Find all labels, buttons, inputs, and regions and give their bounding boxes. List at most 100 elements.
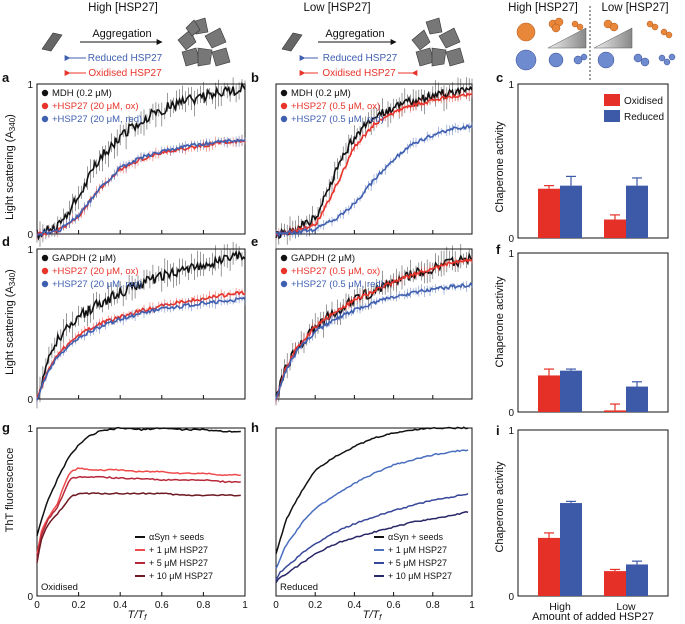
plot-frame	[275, 83, 473, 235]
bar	[604, 410, 626, 412]
x-tick-label: 1	[242, 600, 248, 611]
legend-marker	[280, 254, 288, 262]
legend-label: +HSP27 (0.5 μM, red)	[291, 114, 384, 125]
mid-title: Low [HSP27]	[303, 2, 370, 14]
gradient-wedge	[547, 27, 587, 49]
legend-label: GAPDH (2 μM)	[291, 253, 355, 264]
legend-label: αSyn + seeds	[388, 532, 443, 542]
legend-label: + 5 μM HSP27	[149, 558, 208, 568]
x-tick-label: 0.4	[113, 600, 127, 611]
ylabel-tht: ThT fluorescence	[4, 448, 16, 533]
series-line	[36, 81, 246, 241]
panel-letter: d	[2, 234, 10, 249]
reduced-label: Reduced HSP27	[323, 53, 398, 64]
bar	[538, 375, 560, 412]
aggregation-label: Aggregation	[325, 28, 384, 40]
oxidised-label: Oxidised HSP27	[88, 68, 162, 79]
ylabel-light-scattering-a: Light scattering (A340)	[4, 114, 17, 220]
header-mid: Low [HSP27] Aggregation Reduced HSP27 Ox…	[281, 2, 465, 79]
y-tick-label: 1	[27, 80, 33, 91]
legend-label: αSyn + seeds	[149, 532, 204, 542]
ylabel-chaperone-i: Chaperone activity	[494, 461, 506, 553]
legend-label: +HSP27 (20 μM, red)	[52, 279, 142, 290]
legend-swatch	[604, 94, 620, 106]
panel-letter: g	[2, 420, 10, 435]
bar	[604, 219, 626, 238]
legend-marker	[41, 254, 49, 262]
legend-label: GAPDH (2 μM)	[52, 253, 116, 264]
panel-b: b MDH (0.2 μM) +HSP27 (0.5 μM, ox) +HSP27 (…	[251, 70, 473, 250]
bar	[626, 185, 648, 238]
right-low-title: Low [HSP27]	[601, 2, 668, 14]
legend-label: +HSP27 (20 μM, red)	[52, 114, 142, 125]
gradient-wedge	[593, 27, 633, 49]
series-line	[275, 493, 469, 581]
bar	[626, 564, 648, 596]
legend-label: +HSP27 (20 μM, ox)	[52, 101, 139, 112]
legend-label: + 1 μM HSP27	[388, 545, 447, 555]
plot-frame	[36, 427, 246, 597]
legend-marker	[280, 115, 288, 123]
plot-frame	[275, 248, 473, 400]
axis-titles: Light scattering (A340) Light scattering…	[4, 114, 654, 623]
y-tick-label: 1	[27, 424, 33, 435]
legend-marker	[280, 89, 288, 97]
xlabel-tt-g: T/Tf	[128, 609, 148, 622]
legend-swatch	[604, 110, 620, 122]
legend-label: Oxidised	[624, 96, 663, 107]
ylabel-light-scattering-d: Light scattering (A340)	[4, 269, 17, 375]
bar	[538, 537, 560, 596]
panel-letter: i	[496, 423, 500, 438]
header-left: High [HSP27] Aggregation Reduced HSP27 O…	[41, 2, 231, 79]
legend-label: + 5 μM HSP27	[388, 558, 447, 568]
x-tick-label: 0.4	[347, 600, 361, 611]
legend-label: + 10 μM HSP27	[388, 571, 452, 581]
panel-letter: e	[251, 234, 258, 249]
series-line	[36, 290, 246, 398]
legend-label: MDH (0.2 μM)	[52, 88, 112, 99]
series-line	[36, 296, 246, 401]
series-line	[275, 449, 469, 570]
x-tick-label: 0.8	[196, 600, 210, 611]
x-category-label: Low	[616, 601, 636, 613]
bar	[538, 188, 560, 238]
panel-i: i 0 1 High Low	[496, 423, 669, 613]
legend-marker	[41, 89, 49, 97]
x-tick-label: 0	[273, 600, 279, 611]
series-line	[275, 281, 473, 400]
legend-marker	[280, 280, 288, 288]
series-line	[275, 92, 473, 236]
reduced-label: Reduced HSP27	[88, 53, 163, 64]
legend-label: +HSP27 (0.5 μM, ox)	[291, 266, 380, 277]
panel-h: h 0 0.2 0.4 0.6 0.8 1 αSyn + seeds + 1 μM HSP27 +…	[251, 420, 475, 611]
left-title: High [HSP27]	[88, 2, 158, 14]
y-tick-label: 0	[508, 408, 514, 419]
x-category-label: High	[549, 601, 571, 613]
right-high-title: High [HSP27]	[508, 2, 578, 14]
xlabel-amount: Amount of added HSP27	[532, 611, 654, 623]
panel-a: a 0 1 MDH (0.2 μM) +HSP27 (20 μM, ox) +HSP27 …	[2, 70, 246, 247]
panels: a 0 1 MDH (0.2 μM) +HSP27 (20 μM, ox) +HSP27 …	[2, 70, 669, 613]
panel-letter: c	[496, 70, 503, 85]
oxidised-label: Oxidised HSP27	[322, 68, 396, 79]
bar	[626, 386, 648, 412]
ylabel-chaperone-c: Chaperone activity	[494, 121, 506, 213]
x-tick-label: 0.2	[308, 600, 322, 611]
series-line	[36, 426, 241, 536]
plot-frame	[36, 248, 246, 400]
series-line	[275, 124, 473, 238]
x-tick-label: 0.8	[426, 600, 440, 611]
x-tick-label: 1	[469, 600, 475, 611]
bar	[560, 370, 582, 412]
panel-annotation: Reduced	[280, 582, 318, 593]
legend-label: +HSP27 (20 μM, ox)	[52, 266, 139, 277]
monomer-shape	[281, 32, 303, 52]
y-tick-label: 1	[508, 80, 514, 91]
bar	[604, 571, 626, 596]
aggregate-cluster-mid	[411, 17, 465, 67]
panel-d: d 0 1 GAPDH (2 μM) +HSP27 (20 μM, ox) +HSP27 …	[2, 234, 246, 409]
plot-frame	[36, 83, 246, 235]
x-tick-label: 0.6	[155, 600, 169, 611]
plot-frame	[517, 83, 669, 239]
y-tick-label: 0	[508, 234, 514, 245]
